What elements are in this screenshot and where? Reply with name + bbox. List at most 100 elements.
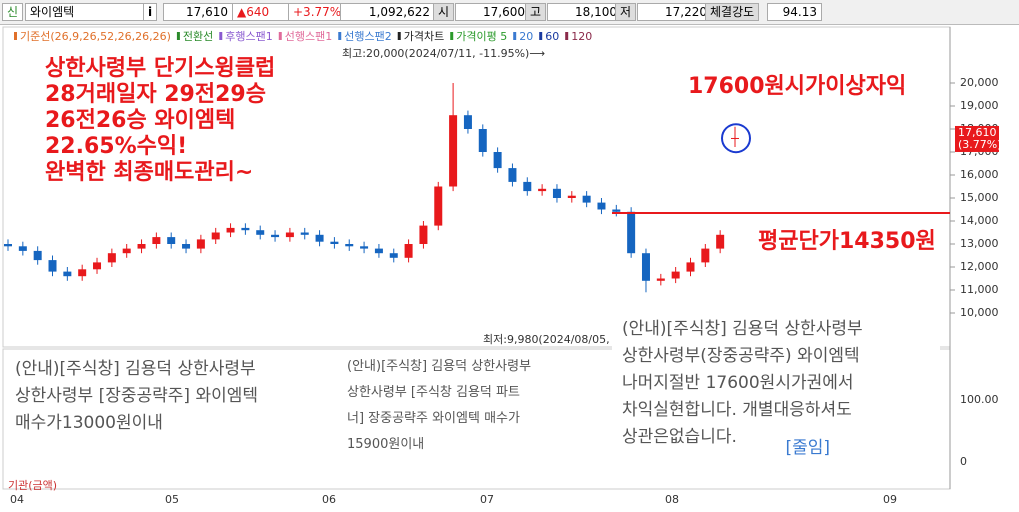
- candle-body: [4, 244, 12, 247]
- candle-body: [167, 237, 176, 244]
- pct: +3.77%: [288, 3, 343, 21]
- popup-line: 상한사령부 [주식창 김용덕 파트: [347, 385, 520, 400]
- legend-swatch: [219, 32, 223, 40]
- popup: (안내)[주식창] 김용덕 상한사령부 상한사령부 [장중공략주] 와이엠텍 매수가…: [5, 352, 330, 468]
- candle-body: [63, 271, 72, 277]
- y-tick-label: 15,000: [960, 191, 999, 204]
- promo-text: 상한사령부 단기스윙클럽 28거래일자 29전29승 26전26승 와이엠텍 22.6…: [45, 56, 275, 186]
- candle-body: [671, 271, 680, 279]
- low-note: 최저:9,980(2024/08/05, +: [483, 333, 622, 346]
- legend-label: 60: [545, 30, 559, 43]
- legend-label: 선행스팬2: [344, 30, 391, 43]
- legend-label: 기준선(26,9,26,52,26,26,26): [20, 30, 171, 43]
- info[interactable]: i: [143, 3, 158, 21]
- candle-body: [256, 230, 265, 235]
- popup-line: 상관은없습니다.: [622, 427, 737, 447]
- popup-line: 차익실현합니다. 개별대응하셔도: [622, 400, 852, 420]
- price-tag: [955, 125, 999, 152]
- popup-line: 상한사령부 [장중공략주] 와이엠텍: [15, 386, 259, 406]
- x-tick-label: 08: [665, 493, 679, 506]
- field-value: 17,220: [637, 3, 712, 21]
- field-value: 17,600: [455, 3, 530, 21]
- candle-body: [122, 248, 131, 254]
- candle-body: [330, 241, 339, 244]
- legend-swatch: [338, 32, 342, 40]
- legend-swatch: [565, 32, 569, 40]
- price-tag-value: 17,610: [958, 126, 997, 139]
- candle-body: [33, 250, 42, 261]
- legend-swatch: [278, 32, 282, 40]
- promo-line: 26전26승 와이엠텍: [45, 108, 236, 133]
- price: 17,610: [163, 3, 233, 21]
- candle-body: [478, 129, 487, 152]
- popup-line: 너] 장중공략주 와이엠텍 매수가: [347, 411, 520, 426]
- popup-line: 나머지절반 17600원시가권에서: [622, 373, 854, 393]
- candle-body: [300, 232, 309, 235]
- x-tick-label: 04: [10, 493, 24, 506]
- y-tick-label: 19,000: [960, 99, 999, 112]
- field-label: 시: [433, 3, 455, 21]
- y-tick-label: 12,000: [960, 260, 999, 273]
- candle-body: [538, 188, 547, 192]
- y-tick-label: 11,000: [960, 283, 999, 296]
- code[interactable]: 신: [2, 3, 24, 21]
- sub-tick-label: 100.00: [960, 393, 999, 406]
- legend-label: 선행스팬1: [285, 30, 332, 43]
- popup-line: (안내)[주식창] 김용덕 상한사령부: [622, 319, 863, 339]
- candle-body: [271, 234, 280, 238]
- stock-name[interactable]: 와이엠텍: [25, 3, 145, 21]
- legend-swatch: [14, 32, 17, 40]
- x-tick-label: 07: [480, 493, 494, 506]
- candle-body: [627, 211, 636, 254]
- candle-body: [93, 262, 102, 270]
- x-tick-label: 05: [165, 493, 179, 506]
- candle-body: [463, 115, 472, 129]
- candle-body: [374, 248, 383, 254]
- high-note: 최고:20,000(2024/07/11, -11.95%)⟶: [342, 47, 545, 60]
- candle-body: [641, 253, 650, 281]
- candle-body: [567, 195, 576, 198]
- candle-body: [434, 186, 443, 226]
- candle-body: [182, 244, 191, 249]
- popup-line: 매수가13000원이내: [15, 413, 163, 433]
- popup-line: 15900원이내: [347, 437, 425, 452]
- candle-body: [226, 227, 235, 233]
- legend-label: 120: [571, 30, 592, 43]
- popup-more[interactable]: [줄임]: [785, 438, 830, 458]
- headline: 17600원시가이상자익: [688, 74, 907, 99]
- candle-body: [241, 227, 250, 231]
- legend-label: 20: [519, 30, 533, 43]
- candle-body: [211, 232, 220, 240]
- candle-body: [137, 244, 146, 249]
- candle-body: [315, 234, 324, 242]
- legend-label: 후행스팬1: [225, 30, 272, 43]
- candle-body: [78, 269, 87, 277]
- promo-line: 상한사령부 단기스윙클럽: [45, 56, 276, 81]
- candle-body: [18, 246, 27, 251]
- candle-body: [597, 202, 606, 210]
- candle-body: [612, 209, 621, 212]
- candle-body: [419, 225, 428, 244]
- candle-body: [716, 234, 725, 249]
- legend-label: 가격이평 5: [456, 30, 507, 43]
- promo-line: 28거래일자 29전29승: [45, 82, 266, 107]
- sub-tick-label: 0: [960, 455, 967, 468]
- candle-body: [656, 278, 665, 281]
- x-tick-label: 06: [322, 493, 336, 506]
- candle-body: [345, 244, 354, 247]
- field-value: 18,100: [547, 3, 622, 21]
- candle-body: [552, 188, 561, 198]
- legend-swatch: [397, 32, 401, 40]
- chart: 기준선(26,9,26,52,26,26,26) 전환선 후행스팬1 선행스팬1 선행스…: [2, 26, 1002, 506]
- y-tick-label: 14,000: [960, 214, 999, 227]
- candle-body: [686, 262, 695, 272]
- legend-swatch: [539, 32, 543, 40]
- popup-line: (안내)[주식창] 김용덕 상한사령부: [347, 359, 532, 374]
- popup-line: 상한사령부(장중공략주) 와이엠텍: [622, 346, 860, 366]
- highlight-circle: [721, 123, 751, 154]
- volume: 1,092,622: [340, 3, 435, 21]
- price-tag-pct: (3.77%): [958, 138, 1002, 151]
